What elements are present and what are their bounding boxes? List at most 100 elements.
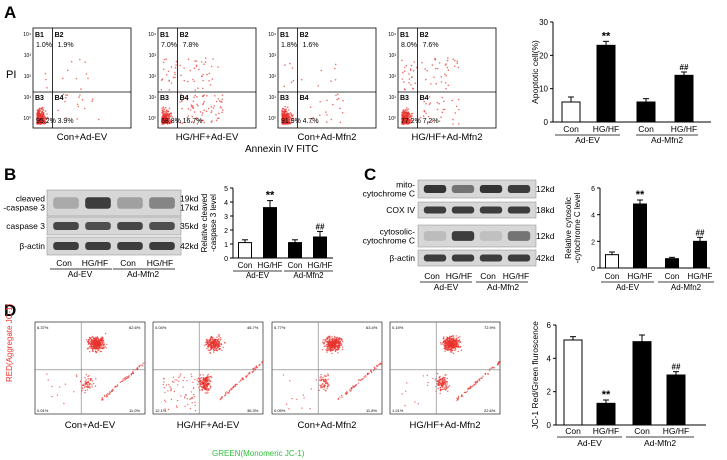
category-label: HG/HF [593, 426, 619, 436]
event-dot [352, 386, 354, 388]
event-dot [203, 109, 205, 112]
event-dot [202, 102, 205, 105]
event-dot [447, 84, 450, 87]
event-dot [457, 66, 460, 69]
event-dot [217, 339, 219, 341]
size-marker: 18kd [536, 205, 555, 215]
event-dot [94, 336, 97, 338]
event-dot [342, 341, 344, 343]
event-dot [45, 78, 47, 81]
event-dot [342, 346, 344, 348]
event-dot [338, 342, 341, 344]
y-tick-label: 4 [591, 213, 595, 220]
event-dot [434, 379, 436, 381]
event-dot [322, 377, 324, 379]
event-dot [106, 395, 109, 397]
event-dot [94, 385, 97, 387]
event-dot [97, 345, 99, 347]
event-dot [436, 108, 439, 111]
event-dot [202, 119, 204, 122]
event-dot [218, 340, 220, 343]
event-dot [478, 378, 480, 381]
plot-caption: HG/HF+Ad-EV [177, 420, 240, 431]
event-dot [207, 341, 210, 343]
event-dot [370, 371, 373, 374]
event-dot [215, 343, 217, 345]
event-dot [452, 335, 455, 337]
event-dot [181, 122, 183, 124]
plot-frame [152, 321, 264, 415]
event-dot [132, 372, 134, 374]
event-dot [404, 66, 406, 69]
event-dot [409, 69, 412, 72]
quadrant-value: 36.3% [247, 408, 259, 413]
event-dot [168, 118, 170, 120]
event-dot [409, 114, 412, 117]
event-dot [37, 114, 39, 117]
event-dot [183, 67, 185, 69]
panel-c-letter: C [364, 165, 376, 184]
event-dot [78, 96, 80, 98]
event-dot [194, 401, 196, 403]
quadrant-value: 16.7% [183, 118, 203, 125]
quadrant-name: B3 [160, 95, 169, 102]
event-dot [282, 108, 285, 110]
quadrant-name: B1 [35, 32, 44, 39]
axis-tick-label: 10⁰ [388, 116, 396, 122]
event-dot [427, 384, 429, 386]
event-dot [77, 105, 80, 108]
event-dot [208, 380, 210, 382]
event-dot [111, 390, 113, 393]
event-dot [221, 98, 223, 101]
event-dot [334, 339, 336, 341]
event-dot [221, 349, 223, 351]
event-dot [39, 121, 41, 123]
panel-d-y-label: RED(Aggregate JC-1) [5, 303, 14, 382]
event-dot [457, 336, 460, 339]
event-dot [100, 338, 103, 341]
event-dot [337, 97, 340, 100]
event-dot [61, 77, 64, 80]
event-dot [446, 336, 448, 338]
event-dot [357, 379, 360, 381]
bar [561, 101, 581, 123]
event-dot [481, 377, 483, 379]
event-dot [290, 115, 293, 117]
bar [674, 74, 694, 123]
group-label: Ad-Mfn2 [127, 269, 159, 279]
event-dot [449, 336, 451, 338]
event-dot [207, 376, 209, 379]
event-dot [421, 61, 423, 64]
event-dot [445, 75, 448, 77]
event-dot [182, 96, 185, 98]
event-dot [335, 343, 337, 345]
event-dot [326, 345, 329, 347]
event-dot [457, 350, 459, 353]
event-dot [208, 338, 210, 341]
event-dot [169, 120, 171, 122]
size-marker: 12kd [536, 184, 555, 194]
event-dot [334, 341, 336, 343]
event-dot [162, 114, 165, 117]
jc1-plot: 0.04% 46.7% 12.1% 36.3% HG/HF+Ad-EV [152, 321, 264, 431]
event-dot [195, 117, 198, 119]
event-dot [325, 375, 327, 377]
size-marker: 17kd [180, 203, 199, 213]
quadrant-value: 12.1% [155, 408, 167, 413]
y-tick-label: 2 [591, 239, 595, 246]
event-dot [445, 349, 447, 351]
event-dot [37, 120, 39, 122]
event-dot [410, 83, 412, 86]
plot-frame [389, 321, 501, 415]
event-dot [326, 336, 328, 339]
event-dot [242, 378, 245, 381]
event-dot [202, 87, 204, 90]
event-dot [92, 348, 94, 351]
event-dot [334, 79, 337, 81]
event-dot [446, 377, 448, 380]
event-dot [499, 361, 501, 363]
quadrant-name: B3 [35, 95, 44, 102]
event-dot [180, 74, 182, 77]
y-tick-label: 4 [224, 200, 228, 207]
category-label: HG/HF [593, 124, 619, 134]
